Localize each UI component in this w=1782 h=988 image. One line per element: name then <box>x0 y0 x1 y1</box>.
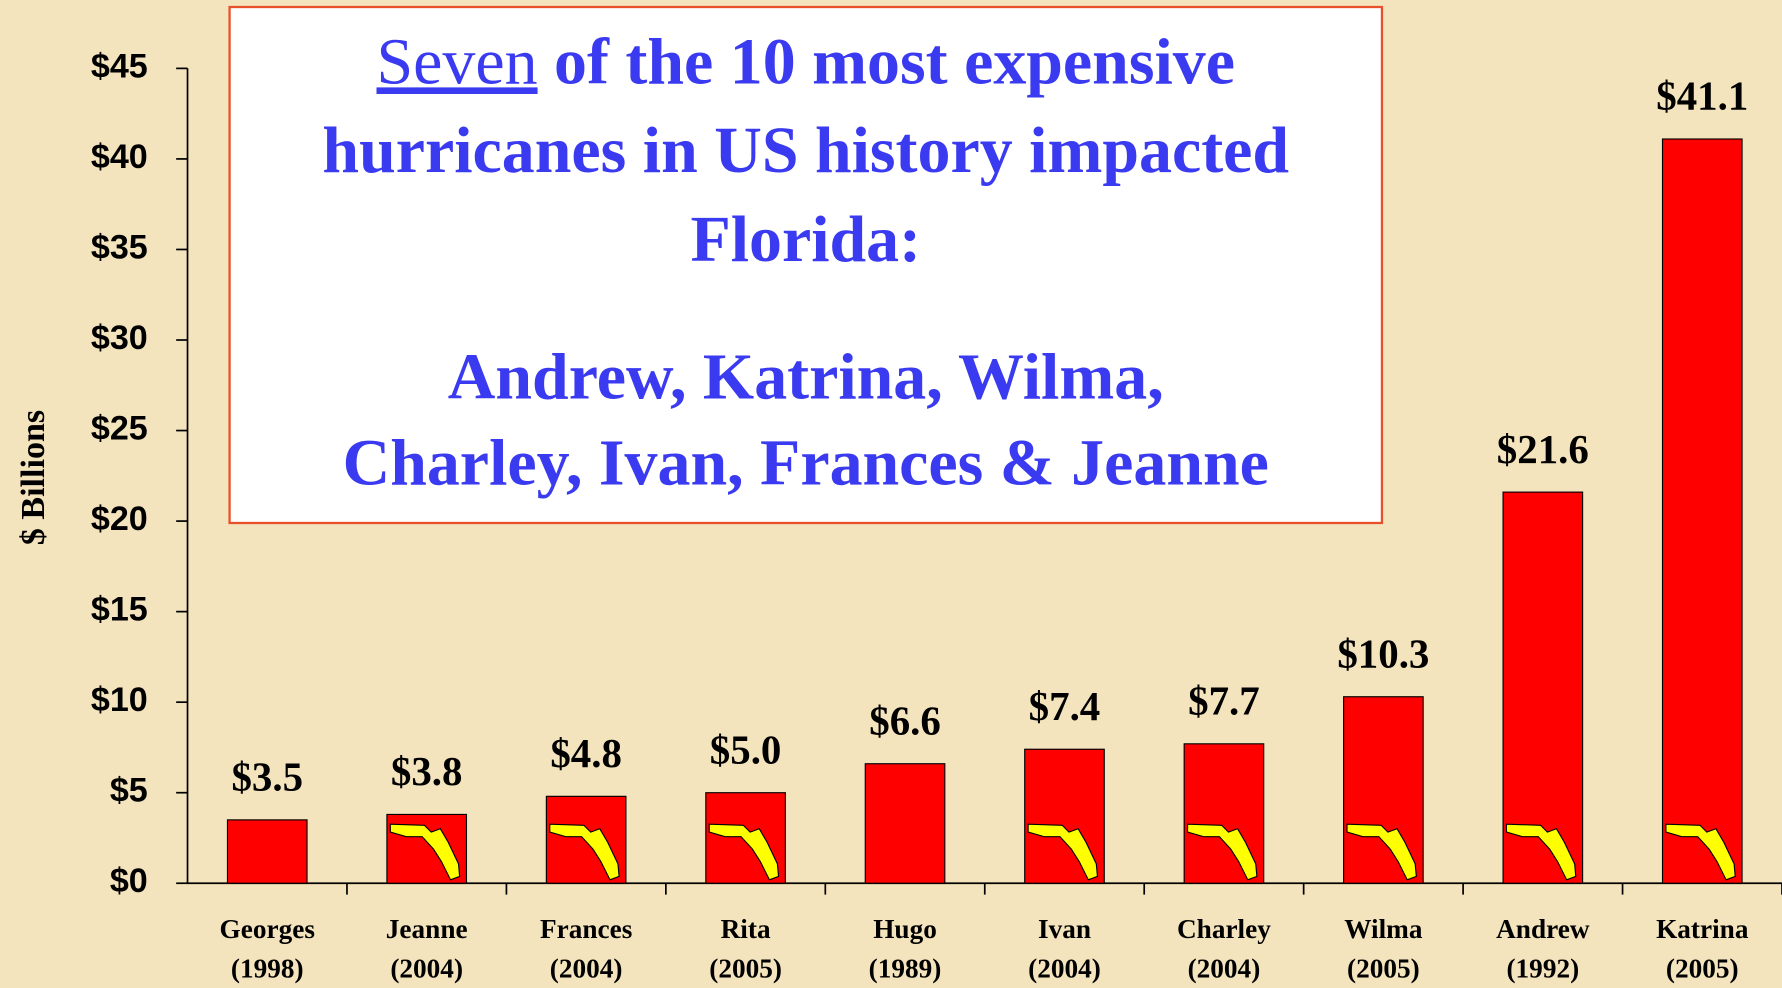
y-tick-label: $35 <box>91 228 148 266</box>
florida-icon <box>1027 823 1099 881</box>
chart-title-line: hurricanes in US history impacted <box>322 114 1289 187</box>
x-tick-label: Rita (2005) <box>709 914 782 984</box>
x-tick-label: Andrew (1992) <box>1496 914 1590 984</box>
value-label: $10.3 <box>1337 631 1429 676</box>
florida-icon <box>549 823 620 881</box>
x-tick-label: Jeanne (2004) <box>386 914 468 984</box>
subtitle-line: Charley, Ivan, Frances & Jeanne <box>343 427 1269 500</box>
value-label: $3.8 <box>391 749 463 794</box>
title-rest: of the 10 most expensive <box>538 26 1235 99</box>
x-tick-label: Katrina (2005) <box>1656 914 1749 984</box>
chart-title-line: Florida: <box>690 203 921 276</box>
y-tick-label: $10 <box>91 681 148 719</box>
florida-icon <box>1186 823 1258 881</box>
value-label: $5.0 <box>710 727 782 772</box>
value-label: $41.1 <box>1656 74 1748 119</box>
value-label: $7.7 <box>1188 679 1260 724</box>
bar <box>226 819 308 884</box>
value-label: $7.4 <box>1029 684 1101 729</box>
x-tick-label: Charley (2004) <box>1177 914 1271 984</box>
value-label: $3.5 <box>231 755 303 800</box>
x-tick-label: Wilma (2005) <box>1344 914 1423 984</box>
florida-icon <box>1505 823 1577 881</box>
chart-title-line: Seven of the 10 most expensive <box>377 26 1236 99</box>
y-tick-label: $45 <box>91 47 148 85</box>
bar <box>1661 138 1743 884</box>
y-tick-label: $40 <box>91 138 148 176</box>
title-emphasis: Seven <box>377 26 538 99</box>
bar <box>1502 491 1584 884</box>
x-tick-label: Hugo (1989) <box>869 914 942 984</box>
value-label: $6.6 <box>869 698 941 743</box>
value-label: $21.6 <box>1497 427 1589 472</box>
value-label: $4.8 <box>550 731 622 776</box>
title-box <box>228 5 1384 525</box>
x-tick-label: Ivan (2004) <box>1028 914 1101 984</box>
y-tick-label: $20 <box>91 500 148 538</box>
y-tick-label: $25 <box>91 410 148 448</box>
x-tick-label: Georges (1998) <box>220 914 315 984</box>
florida-icon <box>389 823 461 881</box>
florida-icon <box>1665 823 1736 881</box>
y-tick-label: $15 <box>91 591 148 629</box>
y-axis-label: $ Billions <box>15 410 52 545</box>
y-tick-label: $5 <box>110 772 148 810</box>
x-tick-label: Frances (2004) <box>540 914 632 984</box>
y-tick-label: $0 <box>110 862 148 900</box>
y-tick-label: $30 <box>91 319 148 357</box>
bar <box>864 763 946 884</box>
subtitle-line: Andrew, Katrina, Wilma, <box>448 340 1164 413</box>
florida-icon <box>1346 823 1417 881</box>
florida-icon <box>708 823 780 881</box>
